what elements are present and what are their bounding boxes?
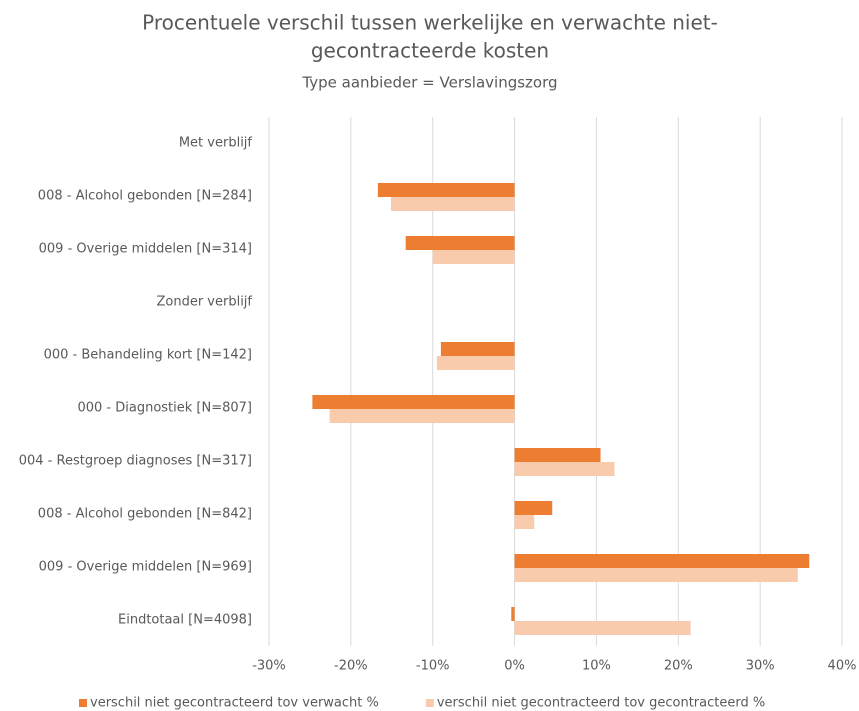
x-tick-label: 0% [504,659,525,674]
bar [432,250,515,264]
bar [511,607,515,621]
y-tick-label: Zonder verblijf [156,295,252,310]
chart-title: gecontracteerde kosten [311,39,549,63]
x-tick-label: 40% [828,659,857,674]
bar [514,515,535,529]
y-tick-label: Met verblijf [179,136,253,151]
y-tick-label: 004 - Restgroep diagnoses [N=317] [19,454,252,469]
bar [436,356,515,370]
y-tick-label: 009 - Overige middelen [N=969] [39,560,252,575]
chart-title: Procentuele verschil tussen werkelijke e… [142,11,718,35]
bar [440,342,515,356]
bar [514,448,601,462]
bar [514,568,798,582]
bar [405,236,515,250]
y-tick-label: Eindtotaal [N=4098] [118,613,252,628]
legend-label: verschil niet gecontracteerd tov gecontr… [437,696,765,711]
bar [377,183,515,197]
legend-label: verschil niet gecontracteerd tov verwach… [90,696,379,711]
chart-subtitle: Type aanbieder = Verslavingszorg [301,74,557,92]
y-tick-label: 009 - Overige middelen [N=314] [39,242,252,257]
bar [329,409,515,423]
bar [514,554,810,568]
bar [514,501,553,515]
x-tick-label: 30% [746,659,775,674]
legend-swatch [79,699,87,707]
y-tick-label: 008 - Alcohol gebonden [N=284] [38,189,252,204]
x-tick-label: -10% [416,659,450,674]
bar [514,462,615,476]
y-tick-label: 008 - Alcohol gebonden [N=842] [38,507,252,522]
bar [312,395,515,409]
x-tick-label: -20% [334,659,368,674]
x-tick-label: 10% [582,659,611,674]
y-tick-label: 000 - Behandeling kort [N=142] [44,348,252,363]
legend-swatch [425,699,434,707]
bar [514,621,691,635]
x-tick-label: 20% [664,659,693,674]
y-tick-label: 000 - Diagnostiek [N=807] [77,401,252,416]
x-tick-label: -30% [252,659,286,674]
bar [390,197,515,211]
